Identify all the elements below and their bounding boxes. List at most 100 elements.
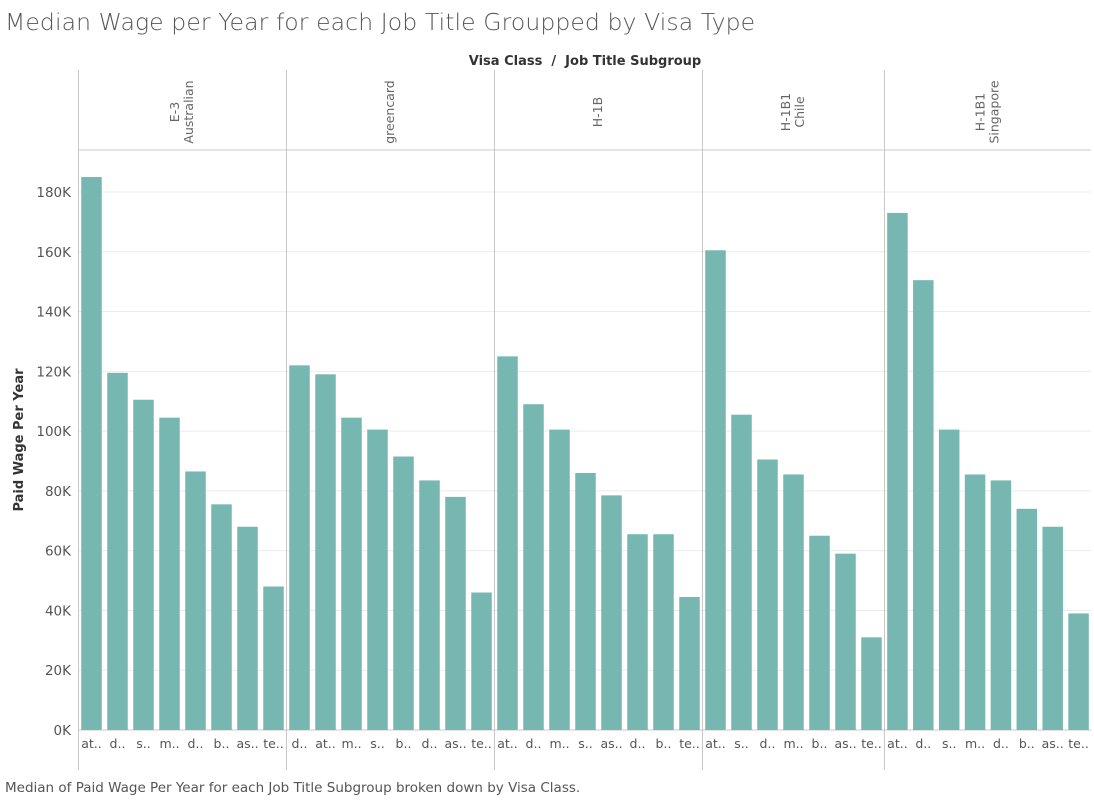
x-category-label: s.. [734,736,748,751]
x-category-label: d.. [292,736,308,751]
x-category-label: d.. [993,736,1009,751]
x-category-label: te.. [471,736,492,751]
bar[interactable] [964,474,986,730]
x-category-label: s.. [942,736,956,751]
bars [81,177,1089,731]
bar[interactable] [757,459,778,730]
x-category-label: at.. [705,736,726,751]
bar[interactable] [471,592,492,730]
x-category-label: m.. [783,736,803,751]
panel-header-label: H-1B1 [973,93,988,131]
panel-header-label: Singapore [987,80,1002,143]
bar[interactable] [185,471,206,730]
y-tick-label: 120K [36,364,72,380]
x-category-label: d.. [110,736,126,751]
bar[interactable] [990,480,1012,730]
bar[interactable] [549,429,570,730]
x-category-label: te.. [1068,736,1089,751]
bar[interactable] [887,212,908,730]
y-axis-title: Paid Wage Per Year [12,368,27,512]
bar[interactable] [1068,613,1089,730]
x-category-label: m.. [341,736,361,751]
bar[interactable] [133,399,154,730]
x-category-label: at.. [315,736,336,751]
bar[interactable] [938,429,960,730]
panel-header-label: H-1B1 [778,93,793,131]
bar[interactable] [393,456,414,730]
bar[interactable] [705,250,726,731]
chart-caption: Median of Paid Wage Per Year for each Jo… [5,780,581,796]
bar[interactable] [497,356,518,730]
x-category-label: as.. [1042,736,1064,751]
chart: E-3 Australian greencard H-1B H-1B1 Chile H-1B… [12,54,1091,770]
x-category-label: m.. [549,736,569,751]
chart-title: Median Wage per Year for each Job Title … [5,8,756,36]
bar[interactable] [1042,526,1063,730]
bar[interactable] [835,553,856,730]
x-category-label: b.. [396,736,412,751]
x-category-label: te.. [861,736,882,751]
panel-headers: E-3 Australian greencard H-1B H-1B1 Chile H-1B… [167,80,1002,144]
bar[interactable] [159,417,180,730]
x-category-label: s.. [136,736,150,751]
bar[interactable] [627,534,648,730]
y-tick-label: 160K [36,245,72,261]
bar[interactable] [107,372,128,730]
bar[interactable] [367,429,388,730]
x-category-label: d.. [760,736,776,751]
x-category-label: b.. [1019,736,1035,751]
bar[interactable] [81,177,102,731]
x-category-label: m.. [965,736,985,751]
y-tick-label: 40K [45,603,72,619]
bar[interactable] [575,472,596,730]
panel-header-label: Australian [181,80,196,143]
bar[interactable] [341,417,362,730]
bar[interactable] [211,504,232,730]
x-category-label: at.. [887,736,908,751]
bar[interactable] [445,496,466,730]
x-category-label: b.. [812,736,828,751]
y-axis: 0K 20K 40K 60K 80K 100K 120K 140K 160K 180K [36,185,72,739]
column-header: Visa Class / Job Title Subgroup [469,54,702,69]
x-category-label: d.. [915,736,931,751]
bar[interactable] [1016,508,1038,730]
y-tick-label: 0K [54,723,73,739]
x-category-label: te.. [679,736,700,751]
x-category-label: b.. [656,736,672,751]
bar[interactable] [653,534,674,730]
x-category-label: d.. [630,736,646,751]
x-category-label: m.. [159,736,179,751]
x-category-label: at.. [497,736,518,751]
bar[interactable] [419,480,440,730]
y-tick-label: 180K [36,185,72,201]
category-labels: at.. d.. s.. m.. d.. b.. as.. te.. d.. at.. m.. s..… [81,736,1089,751]
y-tick-label: 140K [36,305,72,321]
x-category-label: as.. [600,736,622,751]
bar[interactable] [861,637,882,730]
x-category-label: as.. [444,736,466,751]
bar[interactable] [523,404,544,730]
bar[interactable] [237,526,258,730]
bar[interactable] [809,535,830,730]
bar[interactable] [913,280,934,730]
panel-header-label: Chile [792,96,807,128]
bar[interactable] [315,374,336,730]
x-category-label: d.. [422,736,438,751]
x-category-label: te.. [263,736,284,751]
y-tick-label: 60K [45,544,72,560]
bar[interactable] [289,365,310,730]
x-category-label: s.. [578,736,592,751]
panel-header-label: H-1B [590,97,605,127]
x-category-label: as.. [236,736,258,751]
panel-header-label: E-3 [167,102,182,122]
bar[interactable] [731,414,752,730]
x-category-label: d.. [188,736,204,751]
bar[interactable] [263,586,284,730]
x-category-label: b.. [214,736,230,751]
bar[interactable] [783,474,804,730]
y-tick-label: 80K [45,484,72,500]
bar[interactable] [601,495,622,730]
bar[interactable] [679,596,700,730]
x-category-label: s.. [370,736,384,751]
x-category-label: at.. [81,736,102,751]
